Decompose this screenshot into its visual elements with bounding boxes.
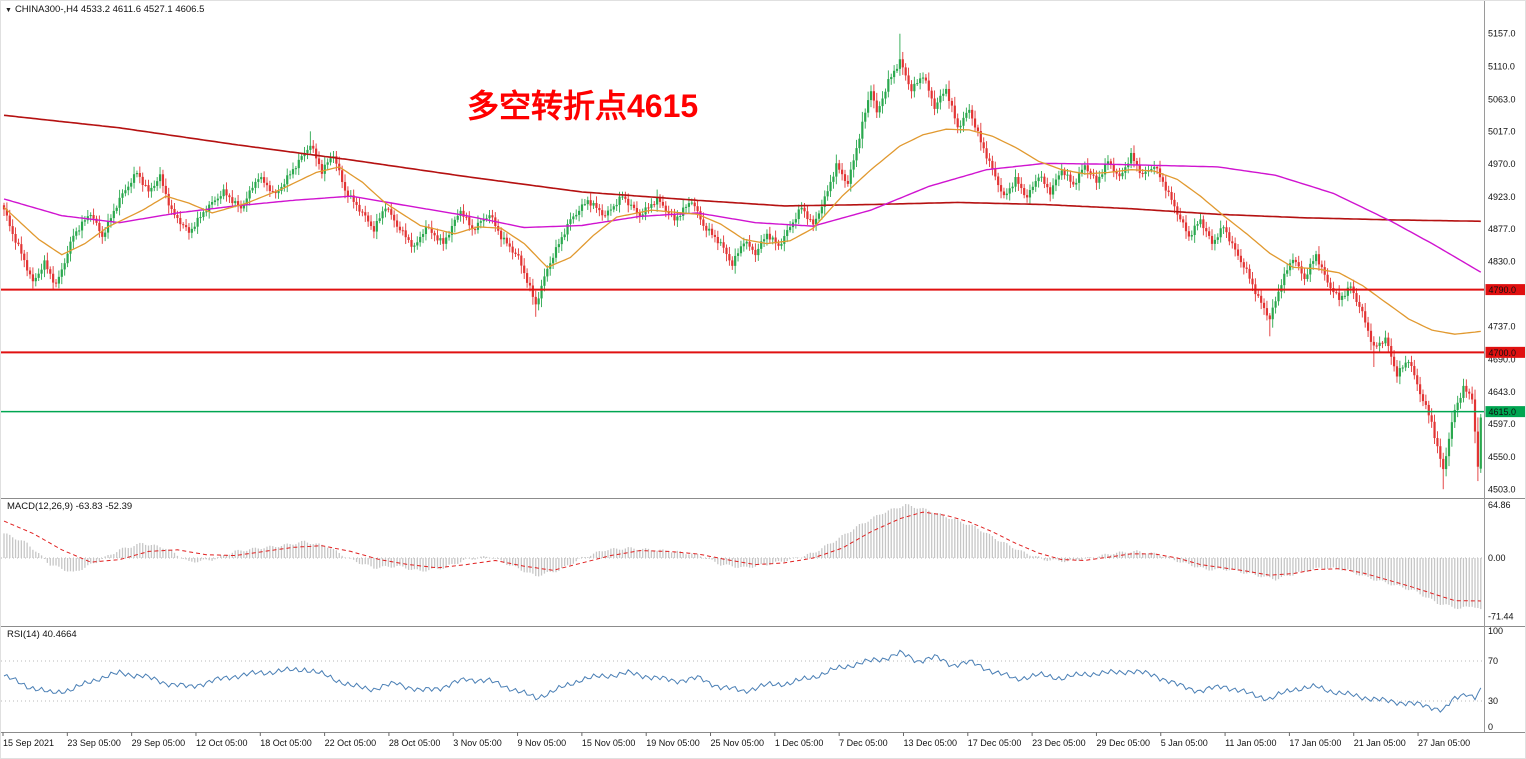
svg-text:0: 0 xyxy=(1488,722,1493,732)
svg-text:4970.0: 4970.0 xyxy=(1488,159,1516,169)
svg-text:13 Dec 05:00: 13 Dec 05:00 xyxy=(903,738,957,748)
svg-text:4597.0: 4597.0 xyxy=(1488,419,1516,429)
chart-annotation-text: 多空转折点4615 xyxy=(467,88,699,124)
svg-text:22 Oct 05:00: 22 Oct 05:00 xyxy=(325,738,377,748)
svg-text:17 Jan 05:00: 17 Jan 05:00 xyxy=(1289,738,1341,748)
svg-text:5157.0: 5157.0 xyxy=(1488,29,1516,39)
svg-text:30: 30 xyxy=(1488,696,1498,706)
svg-text:18 Oct 05:00: 18 Oct 05:00 xyxy=(260,738,312,748)
rsi-scale-labels: 100 70 30 0 xyxy=(1488,626,1503,732)
svg-text:29 Sep 05:00: 29 Sep 05:00 xyxy=(132,738,186,748)
mid-ma-line xyxy=(3,162,1482,273)
macd-signal-line xyxy=(3,511,1481,602)
svg-text:12 Oct 05:00: 12 Oct 05:00 xyxy=(196,738,248,748)
svg-text:4830.0: 4830.0 xyxy=(1488,257,1516,267)
price-axis-labels: 5157.0 5110.0 5063.0 5017.0 4970.0 4923.0 4877… xyxy=(1488,29,1516,495)
svg-text:7 Dec 05:00: 7 Dec 05:00 xyxy=(839,738,888,748)
svg-text:4923.0: 4923.0 xyxy=(1488,192,1516,202)
svg-text:4615.0: 4615.0 xyxy=(1489,407,1517,417)
svg-text:0.00: 0.00 xyxy=(1488,553,1506,563)
svg-text:9 Nov 05:00: 9 Nov 05:00 xyxy=(518,738,567,748)
price-badge-4790.0: 4790.0 xyxy=(1485,284,1525,296)
time-axis-labels[interactable]: 15 Sep 2021 23 Sep 05:00 29 Sep 05:00 12 Oc… xyxy=(2,732,1470,749)
symbol-ohlc-text: CHINA300-,H4 4533.2 4611.6 4527.1 4606.5 xyxy=(14,4,205,15)
slow-ma-line xyxy=(3,114,1481,223)
svg-text:100: 100 xyxy=(1488,626,1503,636)
svg-text:25 Nov 05:00: 25 Nov 05:00 xyxy=(711,738,765,748)
rsi-line xyxy=(3,649,1482,713)
svg-text:1 Dec 05:00: 1 Dec 05:00 xyxy=(775,738,824,748)
svg-text:-71.44: -71.44 xyxy=(1488,612,1514,622)
svg-text:21 Jan 05:00: 21 Jan 05:00 xyxy=(1354,738,1406,748)
svg-text:70: 70 xyxy=(1488,656,1498,666)
macd-scale-labels: 64.86 0.00 -71.44 xyxy=(1488,500,1514,622)
svg-text:4550.0: 4550.0 xyxy=(1488,452,1516,462)
svg-text:27 Jan 05:00: 27 Jan 05:00 xyxy=(1418,738,1470,748)
svg-text:4503.0: 4503.0 xyxy=(1488,485,1516,495)
svg-text:15 Nov 05:00: 15 Nov 05:00 xyxy=(582,738,636,748)
svg-text:4790.0: 4790.0 xyxy=(1489,285,1517,295)
svg-text:19 Nov 05:00: 19 Nov 05:00 xyxy=(646,738,700,748)
svg-text:5110.0: 5110.0 xyxy=(1488,61,1515,71)
svg-text:4700.0: 4700.0 xyxy=(1489,348,1517,358)
svg-text:4877.0: 4877.0 xyxy=(1488,224,1516,234)
rsi-level-lines xyxy=(1,660,1484,702)
svg-text:28 Oct 05:00: 28 Oct 05:00 xyxy=(389,738,441,748)
symbol-info-bar: ▼ CHINA300-,H4 4533.2 4611.6 4527.1 4606.… xyxy=(5,4,204,15)
svg-text:17 Dec 05:00: 17 Dec 05:00 xyxy=(968,738,1022,748)
svg-text:3 Nov 05:00: 3 Nov 05:00 xyxy=(453,738,502,748)
svg-text:4737.0: 4737.0 xyxy=(1488,322,1516,332)
svg-text:64.86: 64.86 xyxy=(1488,500,1511,510)
macd-histogram xyxy=(3,503,1482,610)
svg-text:5 Jan 05:00: 5 Jan 05:00 xyxy=(1161,738,1208,748)
svg-text:29 Dec 05:00: 29 Dec 05:00 xyxy=(1096,738,1150,748)
price-badge-4615.0: 4615.0 xyxy=(1485,406,1525,418)
svg-text:23 Sep 05:00: 23 Sep 05:00 xyxy=(67,738,121,748)
svg-text:23 Dec 05:00: 23 Dec 05:00 xyxy=(1032,738,1086,748)
candles-layer xyxy=(2,33,1482,490)
fast-ma-line xyxy=(3,128,1481,335)
svg-text:5063.0: 5063.0 xyxy=(1488,94,1516,104)
svg-text:4690.0: 4690.0 xyxy=(1488,354,1516,364)
svg-text:5017.0: 5017.0 xyxy=(1488,126,1516,136)
rsi-indicator-label: RSI(14) 40.4664 xyxy=(7,629,77,640)
chart-dropdown-icon[interactable]: ▼ xyxy=(5,7,12,14)
price-badge-4700.0: 4700.0 xyxy=(1485,346,1525,358)
pane-separators xyxy=(1,1,1525,733)
macd-indicator-label: MACD(12,26,9) -63.83 -52.39 xyxy=(7,501,133,512)
svg-text:15 Sep 2021: 15 Sep 2021 xyxy=(3,738,54,748)
svg-text:4643.0: 4643.0 xyxy=(1488,387,1516,397)
svg-text:11 Jan 05:00: 11 Jan 05:00 xyxy=(1225,738,1276,748)
